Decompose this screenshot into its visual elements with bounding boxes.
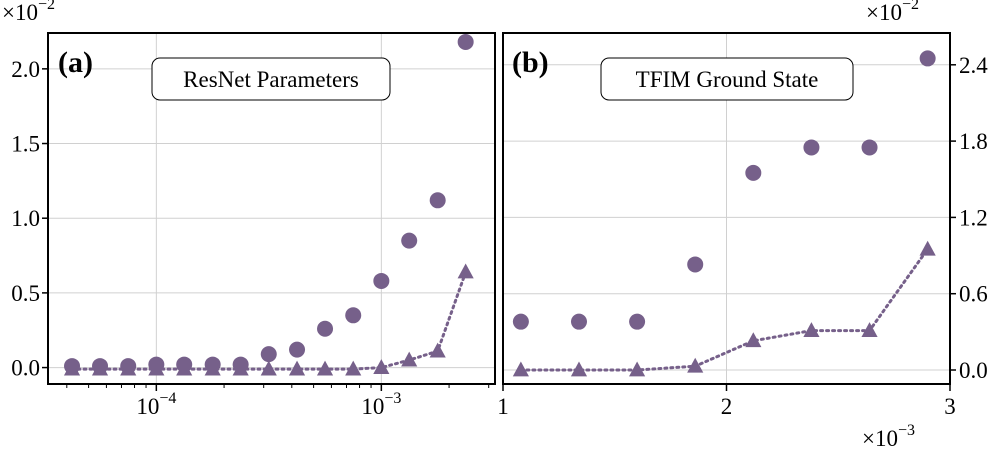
circle-point	[861, 139, 878, 156]
panel-b-title-box	[600, 57, 854, 101]
y-tick-label: 1.0	[11, 206, 40, 231]
triangle-point	[919, 240, 936, 256]
circle-point	[687, 256, 704, 273]
x-tick-label: 3	[944, 394, 956, 419]
circle-point	[803, 139, 820, 156]
triangle-point	[512, 361, 529, 377]
triangle-point	[570, 361, 588, 377]
circle-point	[289, 341, 306, 358]
panel-a-title: ResNet Parameters	[183, 67, 359, 92]
circle-point	[260, 346, 277, 363]
panel-a-frame	[47, 32, 496, 385]
triangle-point	[457, 263, 474, 279]
triangle-point	[429, 342, 446, 358]
y-tick-label: 0.5	[11, 281, 40, 306]
triangle-point	[373, 359, 390, 374]
triangle-point	[260, 360, 277, 376]
y-tick-label: 0.0	[959, 358, 988, 383]
circle-point	[629, 313, 646, 330]
circle-point	[401, 232, 418, 249]
triangle-point	[745, 332, 762, 348]
x-tick-label: 2	[721, 394, 733, 419]
y-tick-label: 2.4	[959, 53, 988, 78]
triangle-point	[687, 357, 704, 373]
panel-b-data	[512, 50, 936, 377]
panel-b-ticks: 0.0 0.6 1.2 1.8 2.4 1 2 3	[497, 53, 988, 419]
triangles-line	[519, 247, 930, 372]
triangle-point	[629, 361, 646, 377]
x-tick-label: 1	[497, 394, 509, 419]
y-tick-label: 1.8	[959, 129, 988, 154]
triangle-point	[232, 360, 249, 376]
panel-a-ticks: 0.0 0.5 1.0 1.5 2.0 10−4 10−3	[11, 57, 490, 419]
panel-a-data	[63, 33, 474, 376]
triangle-point	[204, 360, 221, 376]
circle-point	[373, 272, 390, 289]
circle-point	[457, 33, 474, 50]
circle-point	[570, 313, 587, 330]
triangle-point	[401, 351, 418, 367]
triangle-point	[176, 360, 193, 376]
triangle-point	[63, 360, 81, 376]
y-tick-label: 0.0	[11, 356, 40, 381]
panel-a-label: (a)	[58, 46, 93, 79]
panel-b-title: TFIM Ground State	[636, 67, 819, 92]
panel-b-frame	[502, 32, 951, 385]
panel-b: 0.0 0.6 1.2 1.8 2.4 1 2 3 ×10−2 ×10−3 (b) TFIM …	[497, 0, 988, 451]
circle-point	[919, 50, 936, 67]
circle-point	[317, 320, 334, 337]
triangle-point	[861, 322, 878, 337]
triangle-point	[288, 360, 306, 376]
panel-a-y-multiplier: ×10−2	[2, 0, 55, 25]
circle-point	[512, 313, 529, 330]
triangle-point	[120, 360, 137, 376]
panel-b-y-multiplier: ×10−2	[866, 0, 919, 25]
circle-point	[345, 307, 362, 324]
circle-point	[429, 192, 446, 209]
triangle-point	[345, 360, 362, 376]
triangle-point	[148, 360, 165, 376]
x-tick-label: 10−4	[136, 390, 176, 419]
circle-point	[745, 164, 762, 181]
panel-b-label: (b)	[512, 46, 549, 79]
y-tick-label: 1.2	[959, 205, 988, 230]
panel-a-title-box	[151, 57, 391, 101]
y-tick-label: 0.6	[959, 282, 988, 307]
panel-b-x-multiplier: ×10−3	[862, 422, 915, 451]
triangle-point	[316, 360, 334, 376]
y-tick-label: 2.0	[11, 57, 40, 82]
triangle-point	[803, 322, 820, 337]
panel-a: 0.0 0.5 1.0 1.5 2.0 10−4 10−3 ×10−2 (a) ResNet…	[2, 0, 496, 419]
triangle-point	[91, 360, 109, 376]
x-tick-label: 10−3	[361, 390, 401, 419]
y-tick-label: 1.5	[11, 132, 40, 157]
